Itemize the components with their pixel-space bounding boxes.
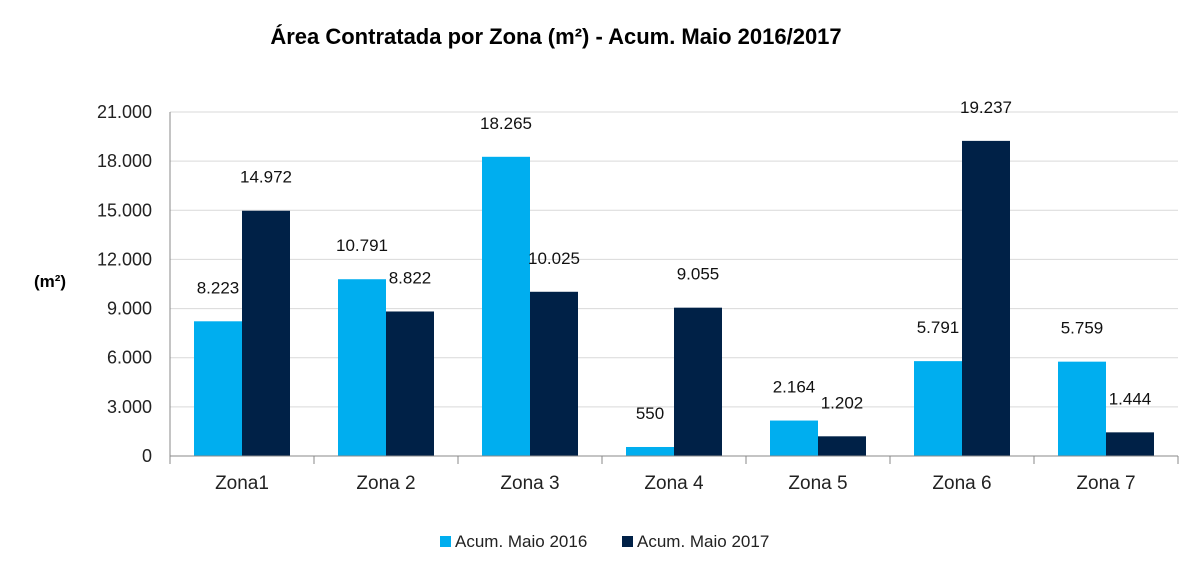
bar-2016 xyxy=(626,446,674,456)
bar-2016 xyxy=(338,279,386,456)
data-label: 1.202 xyxy=(821,393,864,412)
data-label: 10.025 xyxy=(528,249,580,268)
x-tick-label: Zona 5 xyxy=(788,473,847,494)
x-tick-label: Zona 3 xyxy=(500,473,559,494)
data-label: 19.237 xyxy=(960,98,1012,117)
bar-2016 xyxy=(482,156,530,456)
bar-2017 xyxy=(1106,432,1154,456)
bar-2017 xyxy=(818,436,866,456)
data-label: 8.223 xyxy=(197,278,240,297)
y-tick-label: 18.000 xyxy=(97,151,152,171)
chart-title: Área Contratada por Zona (m²) - Acum. Ma… xyxy=(270,24,841,49)
legend-swatch xyxy=(622,536,633,547)
legend-swatch xyxy=(440,536,451,547)
legend-label: Acum. Maio 2017 xyxy=(637,532,769,551)
bar-2017 xyxy=(962,140,1010,456)
x-tick-label: Zona 4 xyxy=(644,473,704,494)
bar-2017 xyxy=(674,307,722,456)
data-label: 9.055 xyxy=(677,265,720,284)
bar-2016 xyxy=(1058,361,1106,456)
data-label: 2.164 xyxy=(773,378,816,397)
data-label: 550 xyxy=(636,404,664,423)
bar-2016 xyxy=(194,321,242,456)
data-label: 14.972 xyxy=(240,168,292,187)
y-tick-label: 6.000 xyxy=(107,348,152,368)
bar-2016 xyxy=(770,420,818,456)
bar-2017 xyxy=(386,311,434,456)
data-label: 5.791 xyxy=(917,318,960,337)
y-tick-label: 15.000 xyxy=(97,200,152,220)
bar-2017 xyxy=(242,210,290,456)
x-tick-label: Zona 6 xyxy=(932,473,991,494)
y-tick-label: 21.000 xyxy=(97,102,152,122)
data-label: 8.822 xyxy=(389,268,432,287)
data-label: 18.265 xyxy=(480,114,532,133)
x-tick-label: Zona 7 xyxy=(1076,473,1135,494)
bar-2016 xyxy=(914,361,962,456)
y-tick-label: 0 xyxy=(142,446,152,466)
x-tick-label: Zona 2 xyxy=(356,473,415,494)
y-tick-label: 12.000 xyxy=(97,249,152,269)
y-axis-label: (m²) xyxy=(34,272,66,291)
data-label: 5.759 xyxy=(1061,319,1104,338)
data-label: 1.444 xyxy=(1109,389,1152,408)
y-tick-label: 9.000 xyxy=(107,299,152,319)
x-tick-label: Zona1 xyxy=(215,473,269,494)
bar-2017 xyxy=(530,291,578,456)
y-tick-label: 3.000 xyxy=(107,397,152,417)
legend-label: Acum. Maio 2016 xyxy=(455,532,587,551)
data-label: 10.791 xyxy=(336,236,388,255)
